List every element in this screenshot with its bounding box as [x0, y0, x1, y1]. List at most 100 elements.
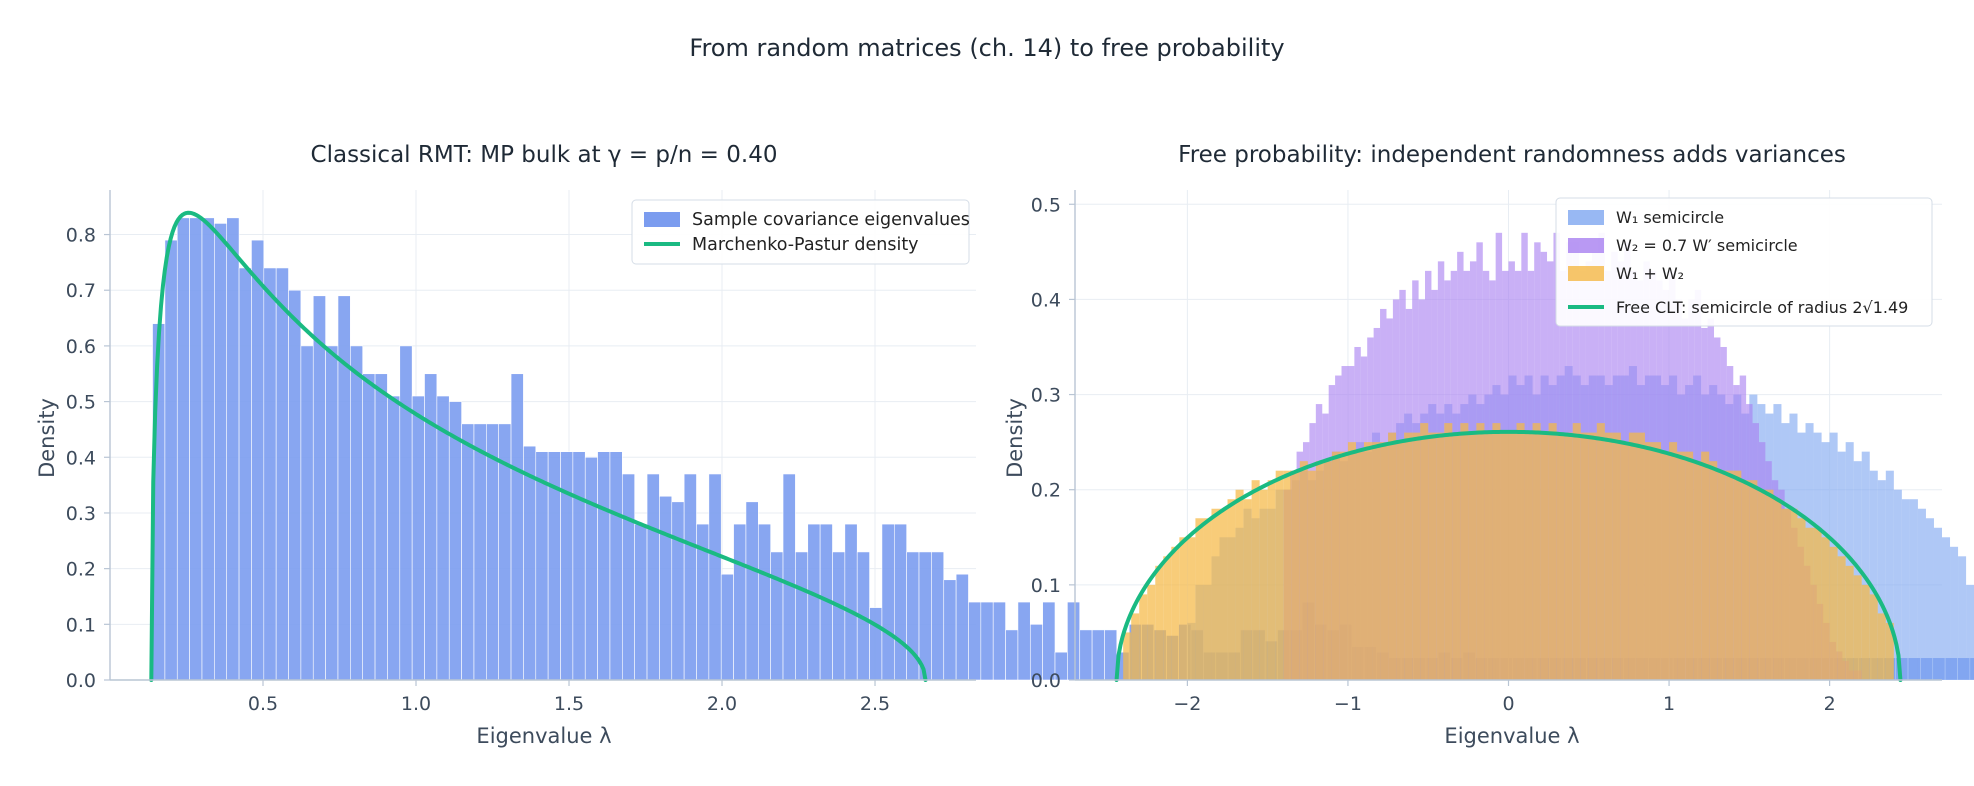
right-hist-bar-3: [1701, 451, 1710, 680]
right-hist-bar-3: [1396, 442, 1405, 680]
right-hist-bar-3: [1685, 451, 1694, 680]
left-hist-bar-1: [720, 573, 734, 681]
left-hist-bar-1: [510, 373, 524, 681]
left-hist-bar-1: [300, 345, 314, 681]
left-hist-bar-1: [683, 473, 697, 681]
left-x-tick-label: 1.0: [401, 693, 431, 715]
left-hist-bar-1: [622, 473, 635, 681]
free-clt-semicircle-curve: [1114, 429, 1903, 682]
right-hist-bar-3: [1420, 423, 1429, 680]
right-hist-bar-3: [1773, 499, 1782, 680]
right-hist-bar-3: [1709, 461, 1718, 680]
left-hist-bar-1: [733, 523, 747, 681]
left-hist-bar-1: [201, 217, 215, 681]
right-hist-bar-1: [1885, 470, 1894, 680]
legend-label-w2-semicircle: W₂ = 0.7 W′ semicircle: [1616, 236, 1798, 255]
right-hist-bar-3: [1508, 432, 1517, 680]
left-axes: [109, 190, 976, 681]
right-hist-bar-3: [1355, 451, 1364, 680]
right-hist-bar-3: [1540, 432, 1549, 680]
right-hist-bar-3: [1315, 461, 1324, 680]
left-hist-bar-1: [251, 239, 265, 681]
right-hist-bar-3: [1380, 442, 1389, 680]
left-hist-bar-1: [992, 601, 1006, 681]
left-hist-bar-1: [844, 523, 858, 681]
left-hist-bar-1: [782, 473, 796, 681]
right-hist-bar-1: [1869, 470, 1878, 680]
right-hist-bar-3: [1283, 470, 1292, 680]
legend-label-sample-eigenvalues: Sample covariance eigenvalues: [692, 210, 970, 230]
right-hist-bar-1: [1958, 556, 1967, 680]
right-hist-bar-3: [1492, 423, 1501, 680]
right-hist-bar-1: [1853, 461, 1862, 680]
left-hist-bar-1: [572, 451, 586, 681]
right-hist-bar-3: [1460, 423, 1469, 680]
left-y-tick-label: 0.4: [66, 447, 96, 469]
legend-swatch-w2-semicircle: [1568, 238, 1604, 253]
left-hist-bar-1: [350, 345, 363, 681]
figure-suptitle: From random matrices (ch. 14) to free pr…: [689, 34, 1284, 62]
left-hist-bar-1: [523, 445, 537, 681]
right-hist-bar-3: [1251, 480, 1260, 680]
right-hist-bar-3: [1364, 442, 1373, 680]
left-hist-bar-1: [609, 451, 623, 681]
left-ticks: 0.5 1.0 1.5 2.0 2.5 0.0 0.1 0.2 0.3 0.4 0.5 0.6 0.7 0…: [66, 225, 890, 715]
right-hist-bar-3: [1837, 556, 1846, 680]
right-hist-bar-1: [1917, 508, 1926, 680]
right-hist-bar-3: [1524, 432, 1533, 680]
left-x-tick-label: 2.0: [707, 693, 737, 715]
left-legend-box: [631, 199, 970, 265]
right-hist-bar-3: [1500, 432, 1509, 680]
right-hist-bar-3: [1412, 432, 1421, 680]
right-hist-bar-3: [1171, 546, 1180, 680]
right-hist-bar-1: [1925, 518, 1934, 680]
right-x-tick-label: −1: [1334, 693, 1362, 715]
left-x-tick-label: 1.5: [554, 693, 584, 715]
right-hist-bar-3: [1556, 432, 1565, 680]
left-hist-bar-1: [1042, 601, 1056, 681]
right-y-axis-label: Density: [1003, 398, 1027, 478]
right-hist-bar-3: [1532, 423, 1541, 680]
right-hist-bar-1: [1966, 584, 1974, 680]
left-hist-bar-1: [535, 451, 549, 681]
right-hist-bar-3: [1677, 451, 1686, 680]
left-hist-bar-1: [473, 423, 487, 681]
right-hist-bar-1: [1933, 527, 1942, 680]
right-legend: W₁ semicircle W₂ = 0.7 W′ semicircle W₁ + …: [1555, 197, 1933, 327]
left-hist-bar-1: [288, 289, 302, 681]
left-hist-bar-1: [436, 395, 450, 681]
left-hist-bar-1: [931, 551, 945, 681]
left-hist-bar-1: [1017, 601, 1031, 681]
right-hist-bar-3: [1733, 470, 1742, 680]
right-hist-bar-3: [1564, 432, 1573, 680]
right-x-tick-label: 2: [1824, 693, 1836, 715]
left-hist-bar-1: [893, 523, 907, 681]
right-hist-bar-3: [1765, 489, 1774, 680]
right-x-tick-label: −2: [1173, 693, 1201, 715]
right-hist-bar-3: [1797, 518, 1806, 680]
left-panel-title: Classical RMT: MP bulk at γ = p/n = 0.40: [311, 142, 778, 168]
right-hist-bar-3: [1436, 432, 1445, 680]
left-hist-bar-1: [943, 579, 957, 681]
right-hist-bar-3: [1243, 499, 1252, 680]
left-hist-bar-1: [411, 395, 425, 681]
left-x-axis-label: Eigenvalue λ: [476, 724, 611, 748]
right-hist-bar-3: [1548, 423, 1557, 680]
left-hist-bar-1: [881, 523, 895, 681]
left-hist-bar-1: [164, 239, 178, 681]
left-hist-bar-1: [770, 551, 784, 681]
right-legend-box: [1555, 197, 1933, 327]
right-hist-bar-3: [1612, 432, 1621, 680]
right-hist-bar-3: [1885, 622, 1894, 680]
right-hist-bar-3: [1789, 508, 1798, 680]
left-hist-bar-1: [176, 217, 190, 681]
right-hist-bar-3: [1596, 423, 1605, 680]
right-hist-bar-3: [1299, 461, 1308, 680]
left-hist-bar-1: [374, 373, 388, 681]
right-hist-bar-3: [1444, 423, 1453, 680]
right-hist-bar-3: [1805, 527, 1814, 680]
right-hist-bar-1: [1950, 546, 1959, 680]
legend-swatch-w1-semicircle: [1568, 210, 1604, 225]
left-y-tick-label: 0.8: [66, 225, 96, 247]
